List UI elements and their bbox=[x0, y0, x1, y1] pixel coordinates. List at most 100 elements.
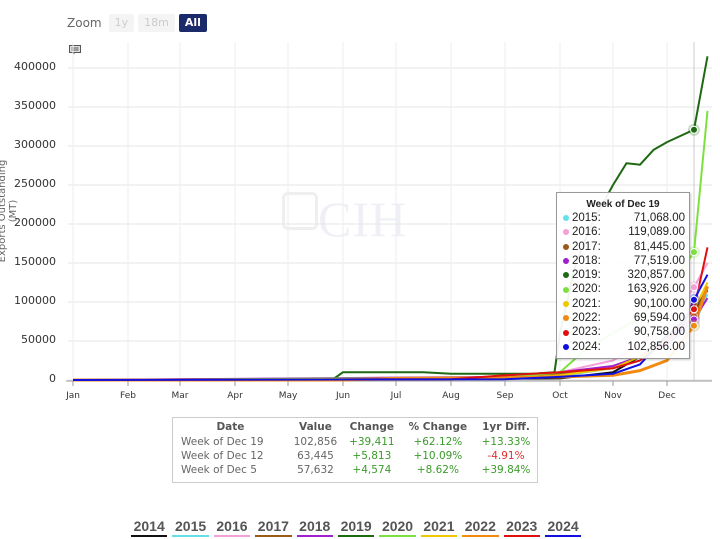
y-tick-label: 50000 bbox=[21, 333, 56, 346]
x-tick-label: Jan bbox=[66, 391, 80, 401]
table-cell: +39,411 bbox=[349, 436, 395, 448]
tooltip-year: 2017: bbox=[572, 240, 601, 253]
x-tick-label: Feb bbox=[120, 391, 136, 401]
y-tick-label: 300000 bbox=[14, 138, 56, 151]
zoom-range-selector: Zoom 1y 18m All bbox=[67, 14, 207, 32]
table-cell: +39.84% bbox=[481, 464, 531, 476]
series-dot-icon bbox=[563, 343, 569, 350]
legend-item-2020[interactable]: 2020 bbox=[379, 518, 416, 537]
series-dot-icon bbox=[563, 229, 569, 236]
tooltip-year: 2015: bbox=[572, 212, 601, 224]
table-cell: 57,632 bbox=[297, 464, 334, 476]
y-axis-label: Exports Outstanding (MT) bbox=[0, 159, 19, 263]
tooltip-row: 2015: 71,068.00 bbox=[561, 211, 685, 225]
tooltip-year: 2019: bbox=[572, 269, 601, 282]
legend-item-2014[interactable]: 2014 bbox=[131, 518, 168, 537]
col-date: Date bbox=[216, 421, 245, 433]
legend-item-2022[interactable]: 2022 bbox=[462, 518, 499, 537]
legend-item-2018[interactable]: 2018 bbox=[296, 518, 333, 537]
tooltip-row: 2021: 90,100.00 bbox=[561, 297, 685, 311]
zoom-label: Zoom bbox=[67, 16, 102, 30]
series-dot-icon bbox=[563, 300, 569, 307]
watermark-text: CIH bbox=[318, 191, 408, 247]
table-cell: +4,574 bbox=[352, 464, 392, 476]
legend-item-2023[interactable]: 2023 bbox=[503, 518, 540, 537]
legend-item-2021[interactable]: 2021 bbox=[420, 518, 458, 537]
tooltip-title: Week of Dec 19 bbox=[586, 199, 660, 210]
watermark-logo-icon bbox=[282, 192, 318, 230]
table-cell: -4.91% bbox=[487, 450, 525, 462]
tooltip-row: 2024: 102,856.00 bbox=[561, 340, 685, 354]
tooltip-value: 81,445.00 bbox=[633, 240, 685, 253]
tooltip-row: 2018: 77,519.00 bbox=[561, 254, 685, 268]
table-cell: 102,856 bbox=[293, 436, 338, 448]
tooltip-value: 320,857.00 bbox=[627, 269, 685, 282]
tooltip-value: 102,856.00 bbox=[627, 340, 685, 353]
tooltip-value: 69,594.00 bbox=[633, 312, 685, 325]
series-dot-icon bbox=[563, 286, 569, 293]
table-cell: Week of Dec 5 bbox=[181, 464, 257, 476]
tooltip-row: 2019: 320,857.00 bbox=[561, 268, 685, 282]
table-cell: +62.12% bbox=[413, 436, 463, 448]
x-tick-label: Nov bbox=[604, 391, 622, 401]
tooltip-year: 2020: bbox=[572, 283, 601, 296]
legend-item-2019[interactable]: 2019 bbox=[337, 518, 375, 537]
tooltip-year: 2022: bbox=[572, 312, 601, 325]
x-tick-label: Apr bbox=[227, 391, 243, 401]
series-dot-icon bbox=[563, 243, 569, 250]
y-tick-label: 150000 bbox=[14, 255, 56, 268]
x-tick-label: Mar bbox=[171, 391, 189, 401]
table-row: Week of Dec 5 57,632 +4,574 +8.62% +39.84% bbox=[173, 463, 537, 477]
legend-item-2017[interactable]: 2017 bbox=[255, 518, 292, 537]
tooltip-value: 90,758.00 bbox=[633, 326, 685, 339]
legend-item-2024[interactable]: 2024 bbox=[544, 518, 582, 537]
tooltip-value: 163,926.00 bbox=[627, 283, 685, 296]
x-tick-label: Sep bbox=[496, 391, 514, 401]
tooltip-value: 90,100.00 bbox=[633, 297, 685, 310]
col-value: Value bbox=[299, 421, 332, 433]
tooltip-year: 2018: bbox=[572, 254, 601, 267]
table-cell: +8.62% bbox=[416, 464, 459, 476]
x-tick-label: Jun bbox=[335, 391, 351, 401]
table-cell: +10.09% bbox=[413, 450, 463, 462]
col-pct-change: % Change bbox=[408, 421, 468, 433]
zoom-1y-button[interactable]: 1y bbox=[108, 14, 135, 32]
y-tick-label: 400000 bbox=[14, 60, 56, 73]
summary-table: Date Value Change % Change 1yr Diff. Wee… bbox=[172, 417, 538, 483]
col-1yr-diff: 1yr Diff. bbox=[482, 421, 530, 433]
chart-legend: 2014 2015 2016 2017 2018 2019 2020 2021 2022 2023… bbox=[131, 518, 582, 537]
x-tick-label: Oct bbox=[552, 391, 568, 401]
tooltip-value: 119,089.00 bbox=[628, 226, 685, 239]
table-cell: +13.33% bbox=[481, 436, 531, 448]
legend-item-2015[interactable]: 2015 bbox=[172, 518, 209, 537]
x-tick-label: Jul bbox=[390, 391, 402, 401]
y-tick-label: 350000 bbox=[14, 99, 56, 112]
tooltip-year: 2024: bbox=[572, 340, 601, 353]
tooltip-row: 2020: 163,926.00 bbox=[561, 282, 685, 296]
series-dot-icon bbox=[563, 315, 569, 322]
series-dot-icon bbox=[563, 329, 569, 336]
x-tick-label: Aug bbox=[442, 391, 460, 401]
y-tick-label: 100000 bbox=[14, 294, 56, 307]
tooltip-value: 77,519.00 bbox=[633, 254, 685, 267]
table-cell: Week of Dec 12 bbox=[181, 450, 264, 462]
tooltip-row: 2023: 90,758.00 bbox=[561, 325, 685, 339]
table-cell: 63,445 bbox=[297, 450, 334, 462]
tooltip-row: 2022: 69,594.00 bbox=[561, 311, 685, 325]
zoom-all-button[interactable]: All bbox=[178, 14, 207, 32]
hover-tooltip: Week of Dec 19 2015: 71,068.00 2016: 119,08… bbox=[556, 192, 690, 359]
y-tick-label: 0 bbox=[49, 372, 56, 385]
x-tick-label: May bbox=[278, 391, 298, 401]
tooltip-year: 2023: bbox=[572, 326, 601, 339]
tooltip-year: 2021: bbox=[572, 297, 601, 310]
zoom-18m-button[interactable]: 18m bbox=[138, 14, 175, 32]
tooltip-value: 71,068.00 bbox=[633, 212, 685, 224]
tooltip-year: 2016: bbox=[572, 226, 601, 239]
series-dot-icon bbox=[563, 215, 569, 222]
x-tick-label: Dec bbox=[658, 391, 676, 401]
table-cell: +5,813 bbox=[352, 450, 392, 462]
table-row: Week of Dec 12 63,445 +5,813 +10.09% -4.91% bbox=[173, 449, 537, 463]
y-tick-label: 250000 bbox=[14, 177, 56, 190]
legend-item-2016[interactable]: 2016 bbox=[213, 518, 251, 537]
series-dot-icon bbox=[563, 258, 569, 265]
